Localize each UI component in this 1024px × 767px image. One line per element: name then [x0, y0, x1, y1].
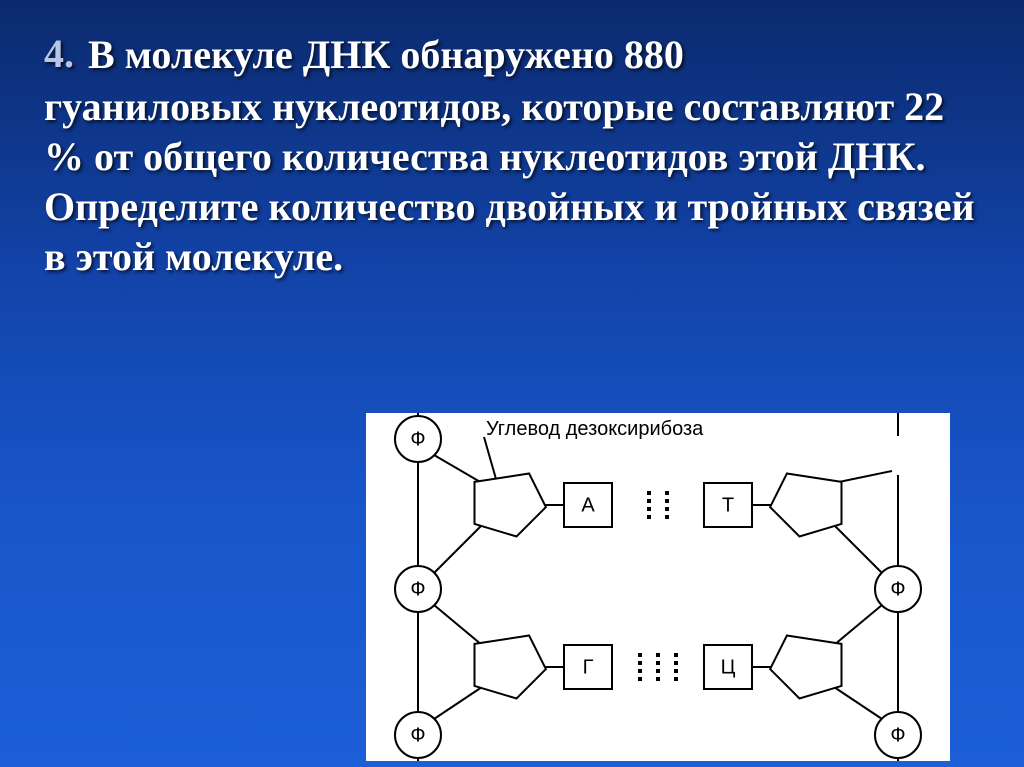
conn [834, 471, 892, 483]
hbond-AT-dot [647, 507, 651, 511]
hbond-GC-dot [674, 661, 678, 665]
slide: 4. В молекуле ДНК обнаружено 880 гуанило… [0, 0, 1024, 767]
hbond-GC-dot [656, 669, 660, 673]
hbond-GC-dot [674, 669, 678, 673]
conn [434, 687, 482, 719]
dna-diagram: Ф Ф Ф Ф Ф А Т Г Ц Углевод дезоксирибоза [366, 413, 950, 761]
slide-number: 4. [44, 30, 74, 77]
base-A-label: А [581, 494, 595, 516]
phosphate-label: Ф [890, 724, 905, 746]
hbond-GC-dot [638, 677, 642, 681]
base-G-label: Г [583, 656, 594, 678]
hbond-GC-dot [638, 669, 642, 673]
sugar [770, 474, 841, 537]
hbond-GC-dot [656, 661, 660, 665]
hbond-GC-dot [674, 653, 678, 657]
conn [434, 605, 482, 645]
hbond-AT-dot [665, 507, 669, 511]
sugar-label: Углевод дезоксирибоза [486, 418, 704, 440]
conn [434, 525, 482, 573]
label-pointer [484, 437, 496, 479]
phosphate-label: Ф [410, 578, 425, 600]
hbond-AT-dot [647, 515, 651, 519]
hbond-GC-dot [638, 653, 642, 657]
hbond-AT-dot [665, 491, 669, 495]
phosphate-label: Ф [410, 428, 425, 450]
phosphate-label: Ф [890, 578, 905, 600]
sugar [770, 636, 841, 699]
conn [834, 687, 882, 719]
conn [834, 605, 882, 645]
hbond-AT-dot [647, 499, 651, 503]
hbond-AT-dot [647, 491, 651, 495]
hbond-GC-dot [674, 677, 678, 681]
title-line1: В молекуле ДНК обнаружено 880 [88, 30, 684, 80]
title-row: 4. В молекуле ДНК обнаружено 880 [44, 30, 980, 80]
conn [434, 455, 482, 483]
dna-svg: Ф Ф Ф Ф Ф А Т Г Ц Углевод дезоксирибоза [366, 413, 950, 761]
hbond-GC-dot [638, 661, 642, 665]
phosphate-label: Ф [410, 724, 425, 746]
hbond-AT-dot [665, 515, 669, 519]
hbond-GC-dot [656, 677, 660, 681]
base-C-label: Ц [721, 656, 736, 678]
problem-text: гуаниловых нуклеотидов, которые составля… [44, 82, 980, 282]
sugar [475, 474, 546, 537]
base-T-label: Т [722, 494, 734, 516]
sugar [475, 636, 546, 699]
conn [834, 525, 882, 573]
hbond-AT-dot [665, 499, 669, 503]
hbond-GC-dot [656, 653, 660, 657]
